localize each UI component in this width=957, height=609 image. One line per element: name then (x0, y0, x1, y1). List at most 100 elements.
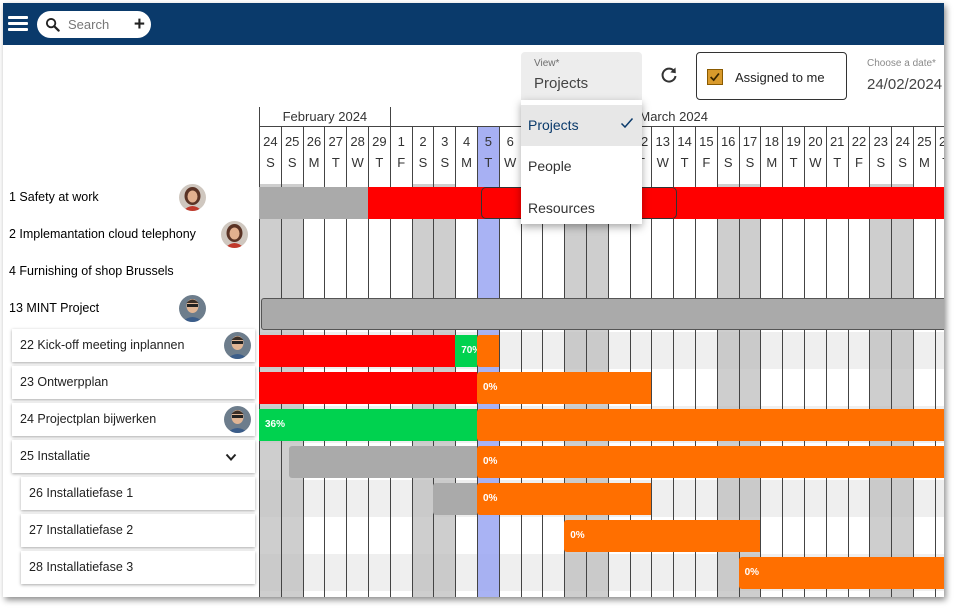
day-header: 28 W (346, 127, 368, 184)
day-weekday: T (484, 155, 493, 170)
gantt-bar[interactable]: 70% (455, 335, 481, 367)
day-header: 23 S (869, 127, 892, 184)
day-column (825, 184, 848, 597)
gantt-bar[interactable]: 36% (259, 409, 477, 441)
day-column (695, 184, 717, 597)
day-header: 22 F (847, 127, 870, 184)
row-label: 26 Installatiefase 1 (29, 486, 134, 500)
day-number: 5 (484, 134, 493, 149)
task-row[interactable]: 27 Installatiefase 227Installatiefase 2 (21, 514, 255, 547)
day-weekday: F (702, 155, 711, 170)
day-column (651, 184, 673, 597)
assigned-checkbox[interactable] (707, 69, 723, 85)
gantt-bar[interactable] (477, 409, 944, 441)
day-weekday: F (855, 155, 863, 170)
gantt-bar[interactable] (259, 335, 456, 367)
gantt-bar[interactable] (288, 446, 477, 478)
task-row[interactable]: 24 Projectplan bijwerken24Projectplan bi… (12, 403, 255, 436)
gantt-bar[interactable] (259, 372, 477, 404)
chevron-down-icon[interactable] (224, 303, 236, 315)
day-number: 24 (895, 134, 910, 149)
chevron-right-icon[interactable] (224, 192, 236, 204)
assigned-to-me-toggle[interactable]: Assigned to me (696, 52, 847, 100)
day-column (934, 184, 944, 597)
gantt-bar[interactable]: 0% (477, 446, 944, 478)
day-header: 27 T (324, 127, 347, 184)
gantt-bar[interactable] (259, 187, 368, 219)
bar-percent-label: 0% (483, 493, 498, 504)
avatar (224, 332, 251, 359)
day-weekday: S (266, 155, 275, 170)
day-number: 23 (873, 134, 889, 149)
day-number: 2 (419, 134, 427, 149)
row-label: 27 Installatiefase 2 (29, 523, 134, 537)
day-weekday: T (789, 155, 798, 170)
avatar (224, 406, 251, 433)
day-header: 14 T (673, 127, 695, 184)
row-label: 24 Projectplan bijwerken (20, 412, 157, 426)
month-header: February 2024 (259, 107, 390, 127)
day-header: 26 M (302, 127, 325, 184)
day-weekday: M (308, 155, 320, 170)
day-weekday: M (766, 155, 778, 170)
gantt-bar[interactable] (261, 298, 944, 330)
day-weekday: T (375, 155, 384, 170)
view-select[interactable]: View* Projects (521, 52, 642, 100)
day-weekday: T (680, 155, 689, 170)
search-input[interactable] (68, 15, 128, 34)
view-dropdown-menu: Projects People Resources (521, 100, 642, 224)
month-header: March 2024 (389, 107, 944, 127)
gantt-bar[interactable] (433, 483, 477, 515)
task-row[interactable]: 22 Kick-off meeting inplannen22Kick-off … (12, 329, 255, 362)
day-header: 17 S (738, 127, 761, 184)
plus-icon[interactable]: + (133, 14, 145, 35)
day-weekday: S (418, 155, 428, 170)
task-row[interactable]: 26 Installatiefase 126Installatiefase 1 (21, 477, 255, 510)
hamburger-icon[interactable] (8, 16, 28, 32)
task-row[interactable]: 25 Installatie25Installatie (12, 440, 255, 473)
day-number: 15 (699, 134, 714, 149)
view-label: View* (534, 58, 560, 69)
day-column (804, 184, 826, 597)
gantt-bar[interactable]: 0% (564, 520, 761, 552)
day-header: 24 S (891, 127, 913, 184)
gantt-bar[interactable]: 0% (477, 372, 652, 404)
day-header: 18 M (760, 127, 783, 184)
day-number: 25 (284, 134, 300, 149)
day-number: 26 (306, 134, 322, 149)
task-row[interactable]: 23 Ontwerpplan23Ontwerpplan (12, 366, 255, 399)
day-number: 4 (462, 134, 471, 149)
day-column (782, 184, 804, 597)
gantt-bar[interactable] (368, 187, 944, 219)
task-row[interactable]: 28 Installatiefase 328Installatiefase 3 (21, 551, 255, 584)
day-header: 16 S (716, 127, 739, 184)
day-header: 20 W (804, 127, 826, 184)
day-header: 25 S (280, 127, 303, 184)
search-box[interactable]: + (37, 11, 151, 38)
day-weekday: T (331, 155, 340, 170)
row-label: 13 MINT Project (9, 301, 100, 315)
bar-percent-label: 70% (461, 345, 482, 356)
day-header: 29 T (368, 127, 390, 184)
day-number: 20 (808, 134, 823, 149)
date-picker[interactable]: Choose a date* 24/02/2024 (857, 52, 944, 100)
date-label: Choose a date* (867, 58, 936, 69)
view-option-people[interactable]: People (521, 146, 642, 187)
row-label: 4 Furnishing of shop Brussels (9, 264, 174, 278)
day-column (913, 184, 935, 597)
chevron-down-icon[interactable] (225, 451, 237, 463)
gantt-bar[interactable] (477, 335, 499, 367)
date-value: 24/02/2024 (867, 76, 943, 93)
view-option-label: Projects (528, 117, 579, 133)
view-option-resources[interactable]: Resources (521, 188, 642, 229)
day-header: 19 T (782, 127, 804, 184)
view-option-projects[interactable]: Projects (521, 105, 642, 146)
top-bar: + (3, 3, 944, 45)
view-option-label: Resources (528, 200, 595, 216)
refresh-icon[interactable] (659, 65, 679, 85)
gantt-bar[interactable]: 0% (738, 557, 944, 589)
gantt-bar[interactable]: 0% (477, 483, 652, 515)
